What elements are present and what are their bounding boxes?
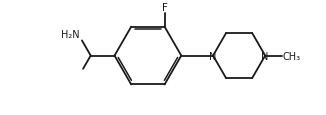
Text: N: N [209, 51, 217, 61]
Text: CH₃: CH₃ [283, 51, 301, 61]
Text: N: N [261, 51, 269, 61]
Text: H₂N: H₂N [61, 30, 80, 40]
Text: F: F [162, 3, 168, 13]
